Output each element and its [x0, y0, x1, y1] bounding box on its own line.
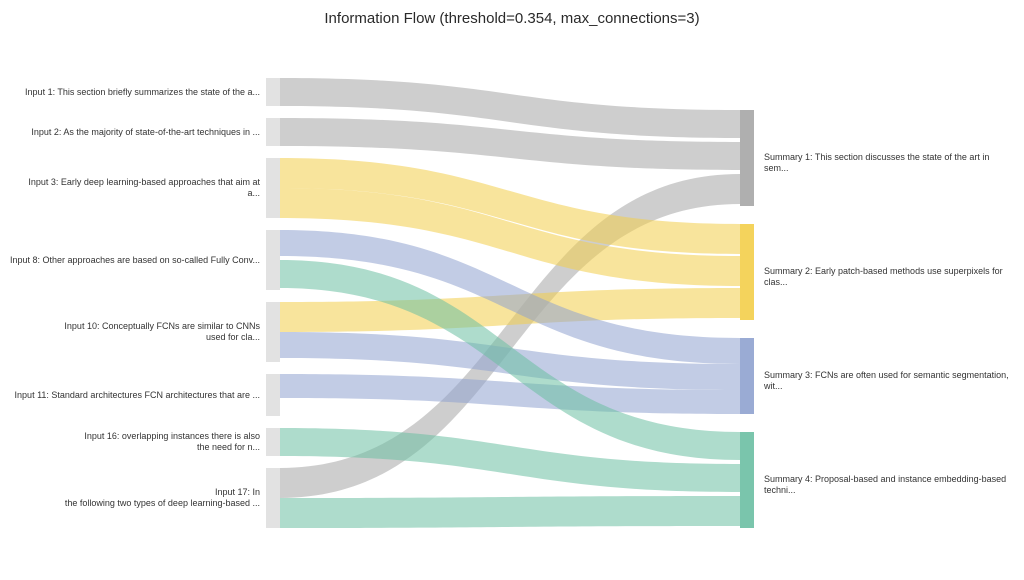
target-node	[740, 338, 754, 414]
source-node	[266, 468, 280, 528]
source-label: Input 2: As the majority of state-of-the…	[10, 127, 260, 138]
source-label: Input 3: Early deep learning-based appro…	[10, 177, 260, 200]
target-label: Summary 2: Early patch-based methods use…	[764, 266, 1014, 289]
source-node	[266, 158, 280, 218]
source-label: Input 17: In the following two types of …	[10, 487, 260, 510]
source-node	[266, 230, 280, 290]
source-node	[266, 118, 280, 146]
source-node	[266, 428, 280, 456]
source-node	[266, 374, 280, 416]
source-label: Input 1: This section briefly summarizes…	[10, 87, 260, 98]
target-label: Summary 3: FCNs are often used for seman…	[764, 370, 1014, 393]
source-label: Input 16: overlapping instances there is…	[10, 431, 260, 454]
target-node	[740, 224, 754, 320]
target-node	[740, 110, 754, 206]
target-label: Summary 4: Proposal-based and instance e…	[764, 474, 1014, 497]
source-node	[266, 302, 280, 362]
source-node	[266, 78, 280, 106]
target-label: Summary 1: This section discusses the st…	[764, 152, 1014, 175]
source-label: Input 11: Standard architectures FCN arc…	[10, 390, 260, 401]
source-label: Input 8: Other approaches are based on s…	[10, 255, 260, 266]
sankey-flow	[280, 496, 740, 528]
target-node	[740, 432, 754, 528]
source-label: Input 10: Conceptually FCNs are similar …	[10, 321, 260, 344]
